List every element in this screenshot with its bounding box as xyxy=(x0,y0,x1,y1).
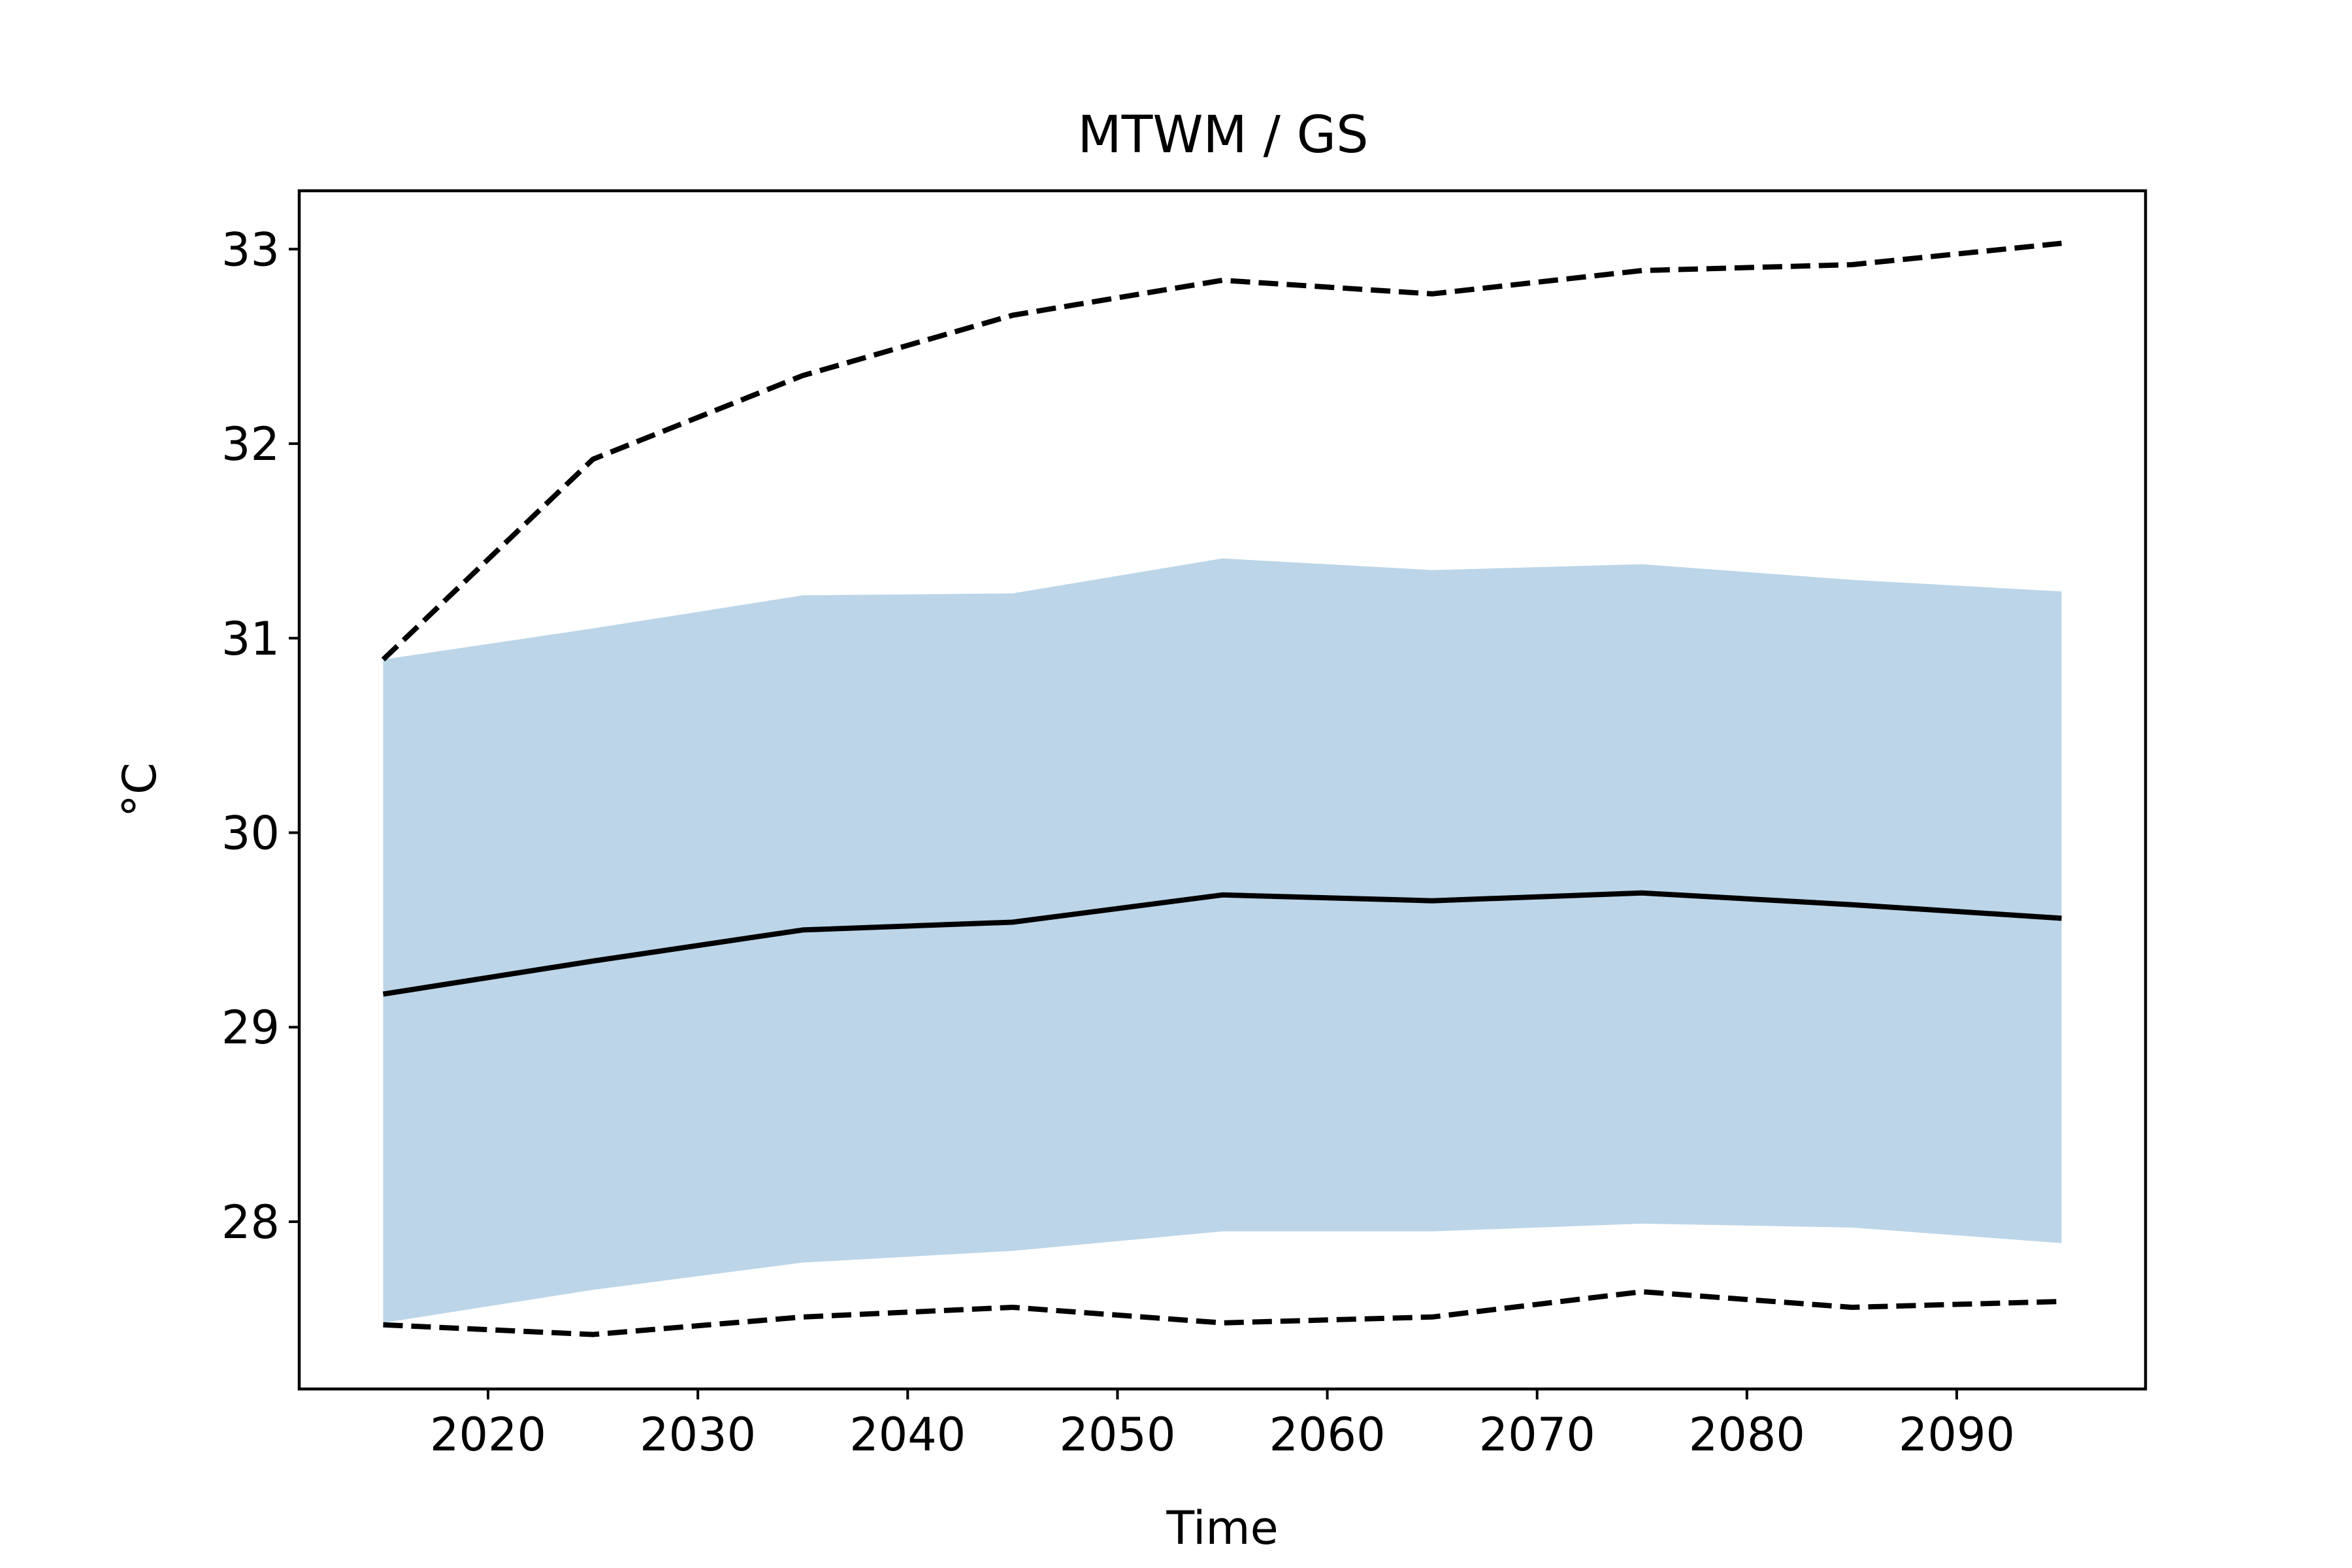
y-tick-label: 29 xyxy=(221,1001,280,1054)
x-tick-label: 2050 xyxy=(1059,1408,1175,1462)
y-axis-label: °C xyxy=(113,762,167,817)
x-tick-label: 2060 xyxy=(1269,1408,1385,1462)
y-tick-label: 33 xyxy=(221,223,280,276)
x-axis-label: Time xyxy=(1166,1501,1278,1555)
y-tick-label: 31 xyxy=(221,612,280,666)
x-tick-label: 2020 xyxy=(430,1408,546,1462)
x-tick-label: 2070 xyxy=(1479,1408,1595,1462)
x-tick-label: 2090 xyxy=(1899,1408,2015,1462)
axes-frame xyxy=(297,189,2148,1391)
plot-area xyxy=(381,240,2062,1337)
x-tick-label: 2080 xyxy=(1689,1408,1805,1462)
y-tick-label: 30 xyxy=(221,807,280,860)
range-band xyxy=(383,558,2062,1323)
y-axis: 28 29 30 31 32 33 xyxy=(221,223,299,1249)
dashed-series-line-1 xyxy=(381,240,2062,662)
solid-series-line xyxy=(382,890,2062,997)
x-tick-label: 2030 xyxy=(640,1408,756,1462)
y-tick-label: 28 xyxy=(221,1196,280,1249)
x-tick-label: 2040 xyxy=(849,1408,966,1462)
chart-title: MTWM / GS xyxy=(1077,106,1368,165)
y-tick-label: 32 xyxy=(221,417,280,471)
x-axis: 2020 2030 2040 2050 2060 2070 2080 2090 xyxy=(430,1389,2015,1462)
